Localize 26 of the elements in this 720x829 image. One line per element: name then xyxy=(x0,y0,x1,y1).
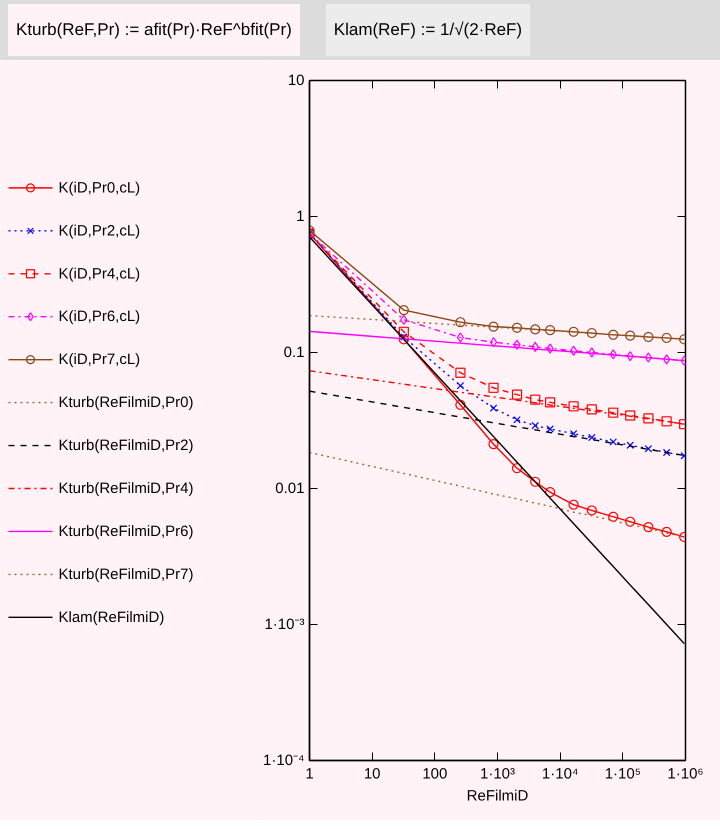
x-tick-label: 1·10⁵ xyxy=(604,766,641,783)
x-tick-label: 100 xyxy=(422,766,448,783)
legend-label: Kturb(ReFilmiD,Pr0) xyxy=(58,394,194,412)
legend-label: K(iD,Pr4,cL) xyxy=(58,266,140,283)
x-tick-label: 10 xyxy=(364,766,381,783)
legend-label: Kturb(ReFilmiD,Pr4) xyxy=(58,480,194,498)
y-tick-label: 10 xyxy=(288,72,305,90)
x-tick-label: 1·10⁶ xyxy=(667,766,704,783)
x-tick-label: 1·10⁴ xyxy=(542,766,578,783)
x-axis-title: ReFilmiD xyxy=(466,788,528,805)
legend-label: Kturb(ReFilmiD,Pr2) xyxy=(58,437,194,454)
text: Kturb(ReF,Pr) := afit(Pr)·ReF^bfit(Pr) xyxy=(16,19,292,41)
legend-label: Kturb(ReFilmiD,Pr6) xyxy=(58,523,194,540)
y-tick-label: 0.01 xyxy=(275,480,305,498)
y-tick-label: 1·10⁻⁴ xyxy=(263,752,304,770)
legend-label: Klam(ReFilmiD) xyxy=(58,609,164,626)
legend-label: K(iD,Pr6,cL) xyxy=(58,308,140,326)
y-tick-label: 1 xyxy=(296,208,304,226)
text: Klam(ReF) := 1/√(2·ReF) xyxy=(334,19,522,41)
legend-label: K(iD,Pr2,cL) xyxy=(58,222,140,240)
legend-label: Kturb(ReFilmiD,Pr7) xyxy=(58,566,194,584)
y-tick-label: 1·10⁻³ xyxy=(264,616,305,634)
y-tick-label: 0.1 xyxy=(284,344,305,362)
legend-label: K(iD,Pr0,cL) xyxy=(58,180,140,197)
legend-label: K(iD,Pr7,cL) xyxy=(58,351,140,368)
x-tick-label: 1·10³ xyxy=(480,766,516,783)
